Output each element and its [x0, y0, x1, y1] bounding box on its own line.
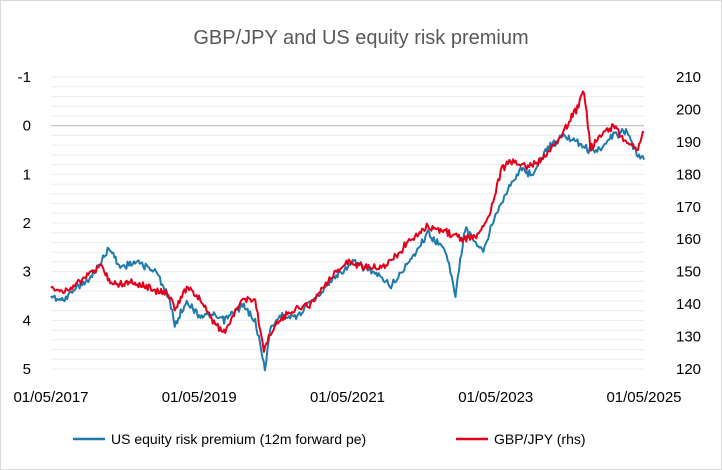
x-tick-label: 01/05/2017: [13, 389, 88, 406]
y-left-tick-label: -1: [18, 69, 31, 86]
chart-title: GBP/JPY and US equity risk premium: [193, 27, 528, 49]
x-tick-label: 01/05/2023: [458, 389, 533, 406]
y-right-tick-label: 160: [676, 231, 701, 248]
y-left-tick-label: 3: [23, 264, 31, 281]
y-left-tick-label: 2: [23, 215, 31, 232]
series-line-gbpjpy: [50, 90, 645, 353]
y-right-tick-label: 190: [676, 134, 701, 151]
legend-label: US equity risk premium (12m forward pe): [111, 431, 366, 447]
x-tick-label: 01/05/2019: [162, 389, 237, 406]
y-right-tick-label: 200: [676, 101, 701, 118]
axis-layer: -1 0 1 2 3 4 5 120 130 140 150 160 170 180 190 200 210 01…: [13, 69, 701, 406]
y-right-tick-label: 170: [676, 199, 701, 216]
y-left-tick-label: 0: [23, 118, 31, 135]
y-right-tick-label: 140: [676, 296, 701, 313]
legend-label: GBP/JPY (rhs): [494, 431, 586, 447]
y-right-tick-label: 130: [676, 329, 701, 346]
y-right-tick-label: 180: [676, 166, 701, 183]
y-right-tick-label: 120: [676, 361, 701, 378]
y-left-tick-label: 5: [23, 361, 31, 378]
y-left-tick-label: 4: [23, 312, 31, 329]
series-line-erp: [50, 127, 645, 372]
legend: US equity risk premium (12m forward pe) G…: [73, 431, 586, 447]
y-right-tick-label: 150: [676, 264, 701, 281]
grid-layer: [51, 76, 644, 370]
series-layer: [50, 90, 645, 372]
y-right-tick-label: 210: [676, 69, 701, 86]
x-tick-label: 01/05/2021: [310, 389, 385, 406]
x-tick-label: 01/05/2025: [606, 389, 681, 406]
y-left-tick-label: 1: [23, 166, 31, 183]
